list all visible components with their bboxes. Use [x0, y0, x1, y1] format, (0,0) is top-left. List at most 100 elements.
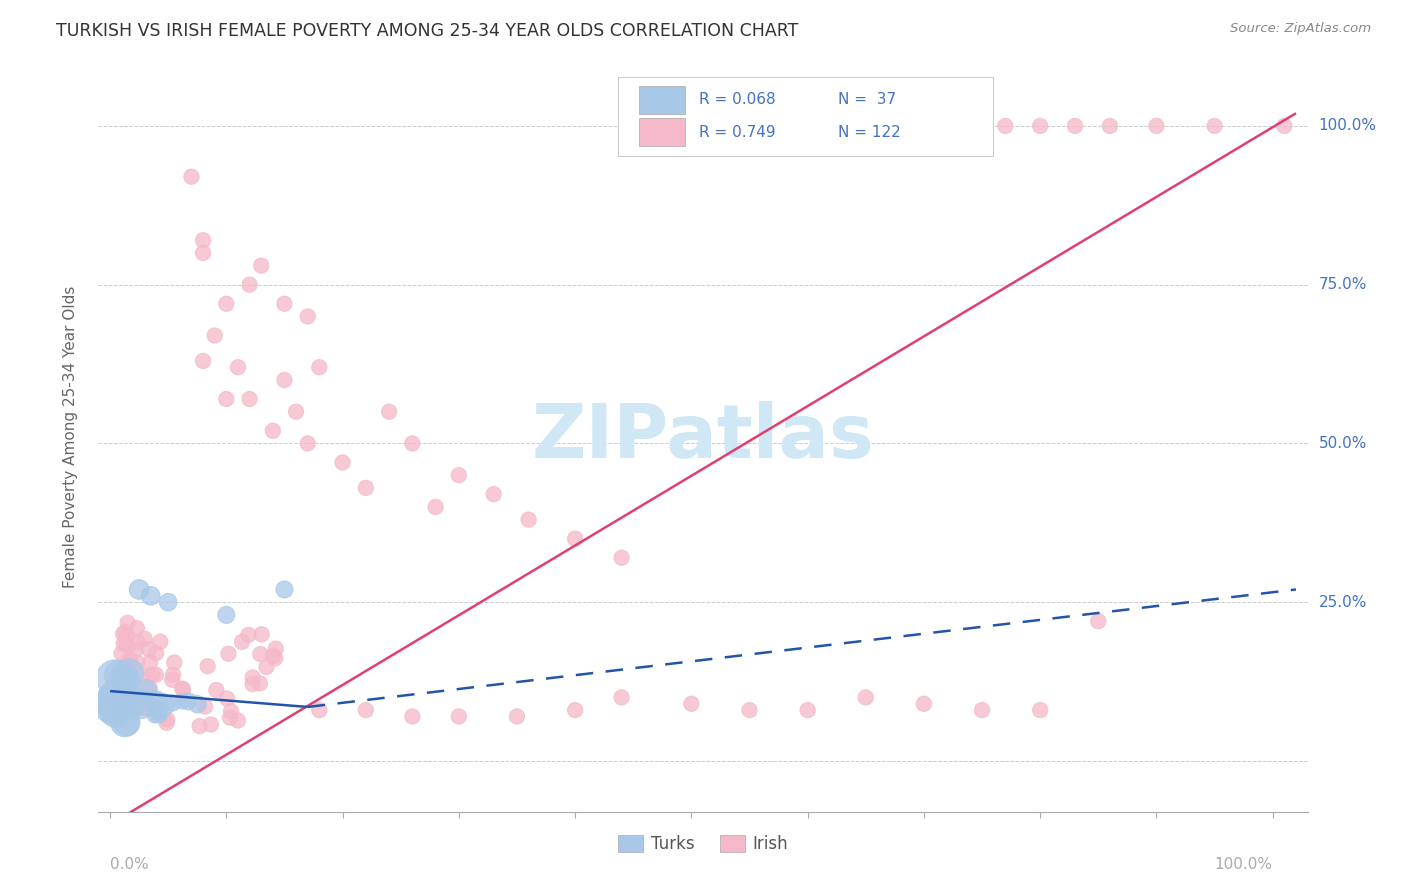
Point — [139, 655, 162, 669]
Point — [115, 675, 138, 690]
Point — [103, 694, 125, 708]
Point — [117, 630, 139, 644]
Point — [162, 667, 184, 681]
Text: 50.0%: 50.0% — [1319, 436, 1367, 451]
Point — [145, 695, 167, 709]
Point — [118, 665, 141, 680]
Point — [249, 647, 271, 661]
Point — [111, 627, 134, 641]
Text: N =  37: N = 37 — [838, 93, 897, 107]
Point — [105, 690, 128, 704]
Point — [866, 119, 889, 133]
Point — [115, 638, 138, 652]
Point — [447, 709, 470, 723]
Text: TURKISH VS IRISH FEMALE POVERTY AMONG 25-34 YEAR OLDS CORRELATION CHART: TURKISH VS IRISH FEMALE POVERTY AMONG 25… — [56, 22, 799, 40]
Point — [1087, 614, 1109, 628]
Point — [205, 683, 228, 698]
Point — [188, 719, 211, 733]
Point — [101, 680, 124, 694]
Point — [134, 632, 156, 646]
Point — [831, 119, 853, 133]
Y-axis label: Female Poverty Among 25-34 Year Olds: Female Poverty Among 25-34 Year Olds — [63, 286, 77, 588]
Point — [200, 717, 222, 731]
Point — [172, 682, 194, 697]
Point — [139, 589, 162, 603]
Point — [172, 681, 194, 696]
Point — [738, 703, 761, 717]
Point — [308, 703, 330, 717]
Point — [127, 656, 149, 670]
Point — [250, 627, 273, 641]
Point — [264, 651, 287, 665]
Point — [115, 686, 138, 700]
Point — [186, 697, 208, 711]
Point — [139, 681, 162, 696]
Point — [115, 657, 138, 672]
Point — [219, 705, 242, 719]
Point — [110, 646, 132, 660]
Point — [215, 297, 238, 311]
Point — [401, 436, 423, 450]
Point — [114, 673, 136, 687]
Point — [219, 710, 242, 724]
Point — [112, 637, 135, 651]
Point — [215, 607, 238, 622]
Point — [239, 392, 262, 406]
Point — [204, 328, 226, 343]
Point — [156, 712, 179, 726]
Point — [149, 634, 172, 648]
Point — [124, 682, 146, 697]
Point — [217, 647, 239, 661]
Point — [148, 706, 170, 721]
Point — [111, 692, 134, 706]
Text: 75.0%: 75.0% — [1319, 277, 1367, 293]
Point — [112, 704, 135, 718]
Text: 0.0%: 0.0% — [110, 856, 149, 871]
Point — [297, 310, 319, 324]
Point — [242, 677, 264, 691]
Text: N = 122: N = 122 — [838, 125, 901, 140]
Point — [141, 667, 163, 681]
Point — [564, 703, 586, 717]
Text: R = 0.749: R = 0.749 — [699, 125, 776, 140]
Point — [610, 690, 633, 705]
Point — [250, 259, 273, 273]
Point — [264, 641, 287, 656]
Point — [1204, 119, 1226, 133]
Point — [125, 694, 148, 708]
Text: 100.0%: 100.0% — [1319, 119, 1376, 134]
Point — [136, 701, 159, 715]
Point — [146, 705, 169, 719]
Point — [482, 487, 505, 501]
Point — [128, 582, 150, 597]
Point — [238, 628, 260, 642]
Point — [226, 360, 249, 375]
Point — [564, 532, 586, 546]
Point — [796, 119, 818, 133]
Point — [145, 667, 167, 681]
Point — [162, 696, 184, 710]
Point — [610, 550, 633, 565]
Text: ZIPatlas: ZIPatlas — [531, 401, 875, 474]
Point — [517, 513, 540, 527]
Point — [118, 654, 141, 668]
Point — [148, 704, 170, 718]
Point — [1064, 119, 1087, 133]
Point — [170, 695, 193, 709]
Point — [104, 704, 127, 718]
Point — [262, 648, 284, 663]
Point — [108, 694, 131, 708]
Point — [1098, 119, 1121, 133]
Point — [959, 119, 981, 133]
Point — [160, 673, 183, 687]
Point — [401, 709, 423, 723]
Point — [1272, 119, 1295, 133]
Point — [1144, 119, 1167, 133]
Point — [215, 392, 238, 406]
Point — [117, 639, 139, 653]
FancyBboxPatch shape — [619, 78, 993, 156]
Point — [107, 666, 129, 681]
Point — [105, 693, 128, 707]
Point — [114, 695, 136, 709]
Point — [127, 635, 149, 649]
